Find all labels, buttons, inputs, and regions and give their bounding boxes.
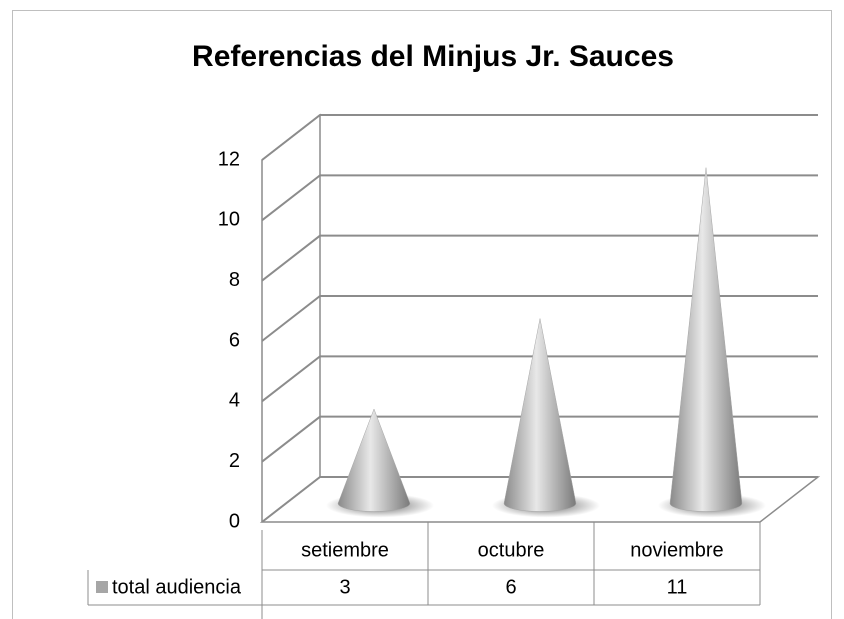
y-tick-label: 6 — [229, 329, 240, 351]
chart-border — [12, 10, 832, 619]
y-tick-label: 4 — [229, 390, 240, 412]
cone — [337, 408, 411, 512]
x-tick-label: noviembre — [630, 539, 723, 561]
value-label: 3 — [339, 576, 350, 598]
grid-line — [261, 415, 818, 463]
cone — [503, 318, 577, 512]
y-tick-label: 2 — [229, 450, 240, 472]
value-label: 6 — [505, 576, 516, 598]
grid-line — [261, 234, 818, 282]
value-label: 11 — [667, 576, 688, 598]
y-tick-label: 0 — [229, 510, 240, 532]
grid-line — [261, 174, 818, 222]
grid-line — [261, 114, 818, 161]
y-tick-label: 12 — [218, 148, 240, 170]
chart-title: Referencias del Minjus Jr. Sauces — [192, 40, 674, 73]
legend-label: total audiencia — [112, 576, 242, 598]
y-tick-label: 8 — [229, 269, 240, 291]
cone — [669, 167, 743, 512]
x-tick-label: setiembre — [301, 539, 389, 561]
grid-line — [261, 476, 818, 523]
grid-line — [261, 355, 818, 403]
legend-swatch — [96, 581, 108, 593]
x-tick-label: octubre — [478, 539, 545, 561]
y-tick-label: 10 — [218, 209, 240, 231]
grid-line — [261, 295, 818, 342]
